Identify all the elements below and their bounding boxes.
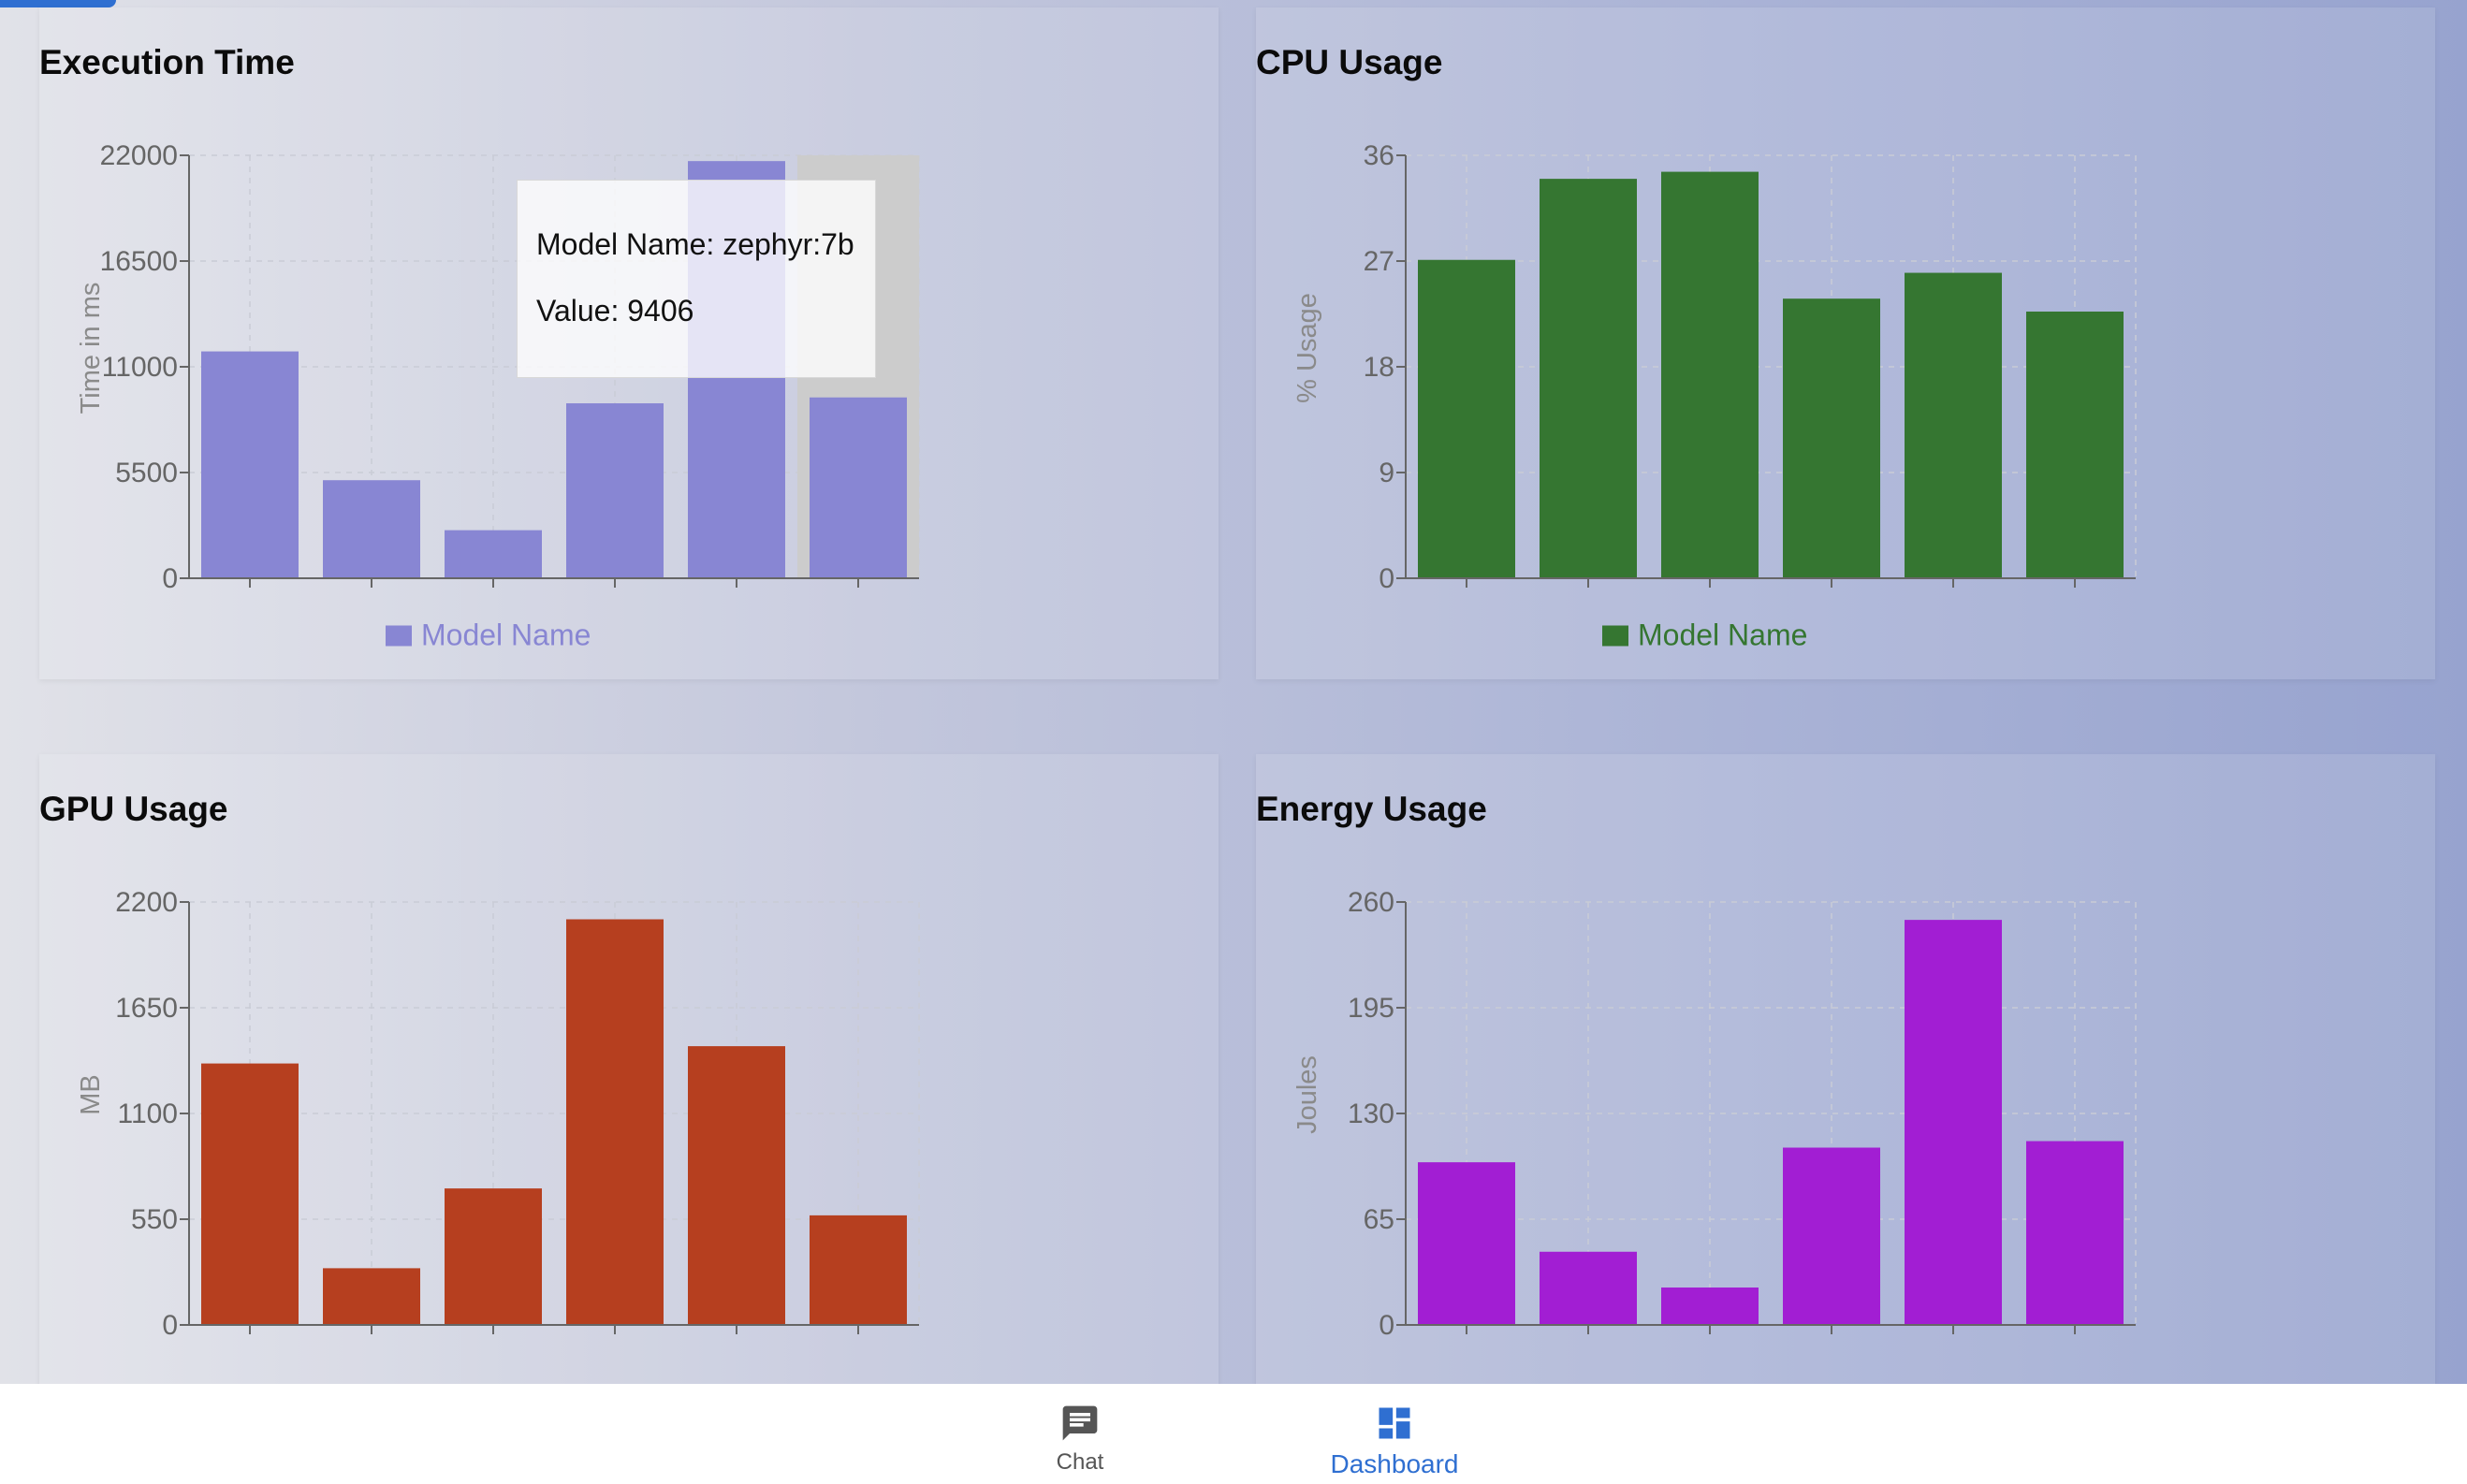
y-tick-label: 36 (1364, 140, 1394, 171)
cpu-usage-legend[interactable]: Model Name (1602, 618, 1807, 653)
bar[interactable] (323, 480, 420, 578)
bar[interactable] (2026, 1142, 2124, 1325)
bar[interactable] (1905, 273, 2002, 578)
y-tick-label: 0 (162, 563, 178, 594)
bar[interactable] (2026, 312, 2124, 578)
chat-icon (1059, 1403, 1101, 1444)
y-axis-title: % Usage (1292, 293, 1322, 403)
legend-label: Model Name (421, 618, 591, 653)
bar[interactable] (323, 1268, 420, 1325)
bar[interactable] (810, 398, 907, 578)
legend-swatch (386, 625, 412, 646)
y-tick-label: 22000 (100, 140, 178, 171)
bar[interactable] (1905, 920, 2002, 1325)
bar[interactable] (201, 1064, 299, 1325)
bar[interactable] (688, 1046, 785, 1325)
cpu-usage-card: CPU Usage 0 9 18 27 36% Usage Model Name (1256, 7, 2435, 679)
legend-swatch (1602, 625, 1628, 646)
y-tick-label: 1650 (115, 993, 178, 1024)
bar[interactable] (810, 1215, 907, 1325)
nav-chat-label: Chat (1057, 1449, 1104, 1476)
gpu-usage-chart: 0 550 1100 1650 2200 MB (39, 754, 1219, 1409)
y-tick-label: 0 (1379, 1310, 1394, 1341)
bar[interactable] (201, 352, 299, 578)
legend-label: Model Name (1638, 618, 1807, 653)
bar[interactable] (1661, 172, 1759, 578)
y-axis-title: Time in ms (76, 283, 106, 415)
bar[interactable] (1540, 179, 1637, 578)
bar[interactable] (1661, 1288, 1759, 1325)
execution-time-legend[interactable]: Model Name (386, 618, 591, 653)
energy-usage-card: Energy Usage 0 65 130 195 260 Joules (1256, 754, 2435, 1409)
nav-chat[interactable]: Chat (1054, 1403, 1106, 1476)
y-tick-label: 0 (1379, 563, 1394, 594)
y-tick-label: 0 (162, 1310, 178, 1341)
y-tick-label: 16500 (100, 246, 178, 277)
execution-time-card: Execution Time 0 5500 11000 16500 22000 Time … (39, 7, 1219, 679)
top-accent-bar (0, 0, 116, 7)
nav-dashboard[interactable]: Dashboard (1327, 1403, 1462, 1479)
tooltip-model-name: Model Name: zephyr:7b (536, 227, 856, 262)
bar[interactable] (1783, 298, 1880, 578)
gpu-usage-card: GPU Usage 0 550 1100 1650 2200 MB (39, 754, 1219, 1409)
y-axis-title: Joules (1292, 1055, 1322, 1134)
tooltip-value: Value: 9406 (536, 294, 856, 328)
y-tick-label: 11000 (102, 352, 178, 383)
y-tick-label: 5500 (115, 458, 178, 488)
y-tick-label: 130 (1348, 1098, 1394, 1129)
bar[interactable] (445, 1188, 542, 1325)
bar[interactable] (445, 531, 542, 578)
bar[interactable] (566, 919, 664, 1325)
y-tick-label: 18 (1364, 352, 1394, 383)
cpu-usage-chart: 0 9 18 27 36 % Usage (1256, 7, 2435, 679)
dashboard-icon (1374, 1403, 1415, 1444)
chart-tooltip: Model Name: zephyr:7b Value: 9406 (517, 180, 876, 378)
bottom-navigation: Chat Dashboard (0, 1384, 2467, 1484)
bar[interactable] (566, 403, 664, 578)
energy-usage-chart: 0 65 130 195 260 Joules (1256, 754, 2435, 1409)
bar[interactable] (1783, 1148, 1880, 1325)
y-tick-label: 9 (1379, 458, 1394, 488)
y-tick-label: 27 (1364, 246, 1394, 277)
y-tick-label: 195 (1348, 993, 1394, 1024)
y-tick-label: 65 (1364, 1204, 1394, 1235)
y-tick-label: 550 (131, 1204, 178, 1235)
y-tick-label: 260 (1348, 887, 1394, 918)
y-tick-label: 2200 (115, 887, 178, 918)
y-tick-label: 1100 (117, 1098, 178, 1129)
bar[interactable] (1418, 1162, 1515, 1325)
y-axis-title: MB (76, 1074, 106, 1115)
bar[interactable] (1418, 260, 1515, 578)
nav-dashboard-label: Dashboard (1331, 1449, 1459, 1479)
bar[interactable] (1540, 1252, 1637, 1325)
